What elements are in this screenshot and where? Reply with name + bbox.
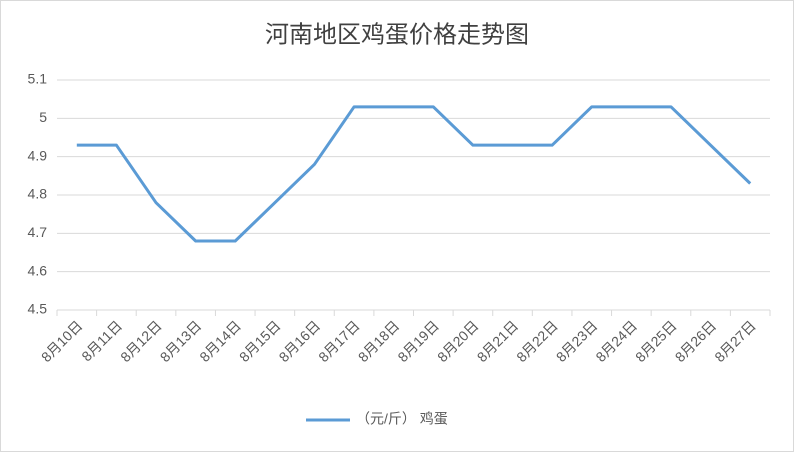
y-tick-label: 4.6 xyxy=(28,262,48,278)
legend-label: （元/斤） 鸡蛋 xyxy=(356,411,448,427)
y-tick-label: 5 xyxy=(39,109,47,125)
y-tick-label: 4.9 xyxy=(28,147,48,163)
y-tick-label: 4.8 xyxy=(28,186,48,202)
data-line xyxy=(76,105,752,243)
chart-title: 河南地区鸡蛋价格走势图 xyxy=(265,21,529,48)
y-tick-label: 4.5 xyxy=(28,301,48,317)
y-tick-label: 4.7 xyxy=(28,224,48,240)
y-tick-label: 5.1 xyxy=(28,71,48,87)
